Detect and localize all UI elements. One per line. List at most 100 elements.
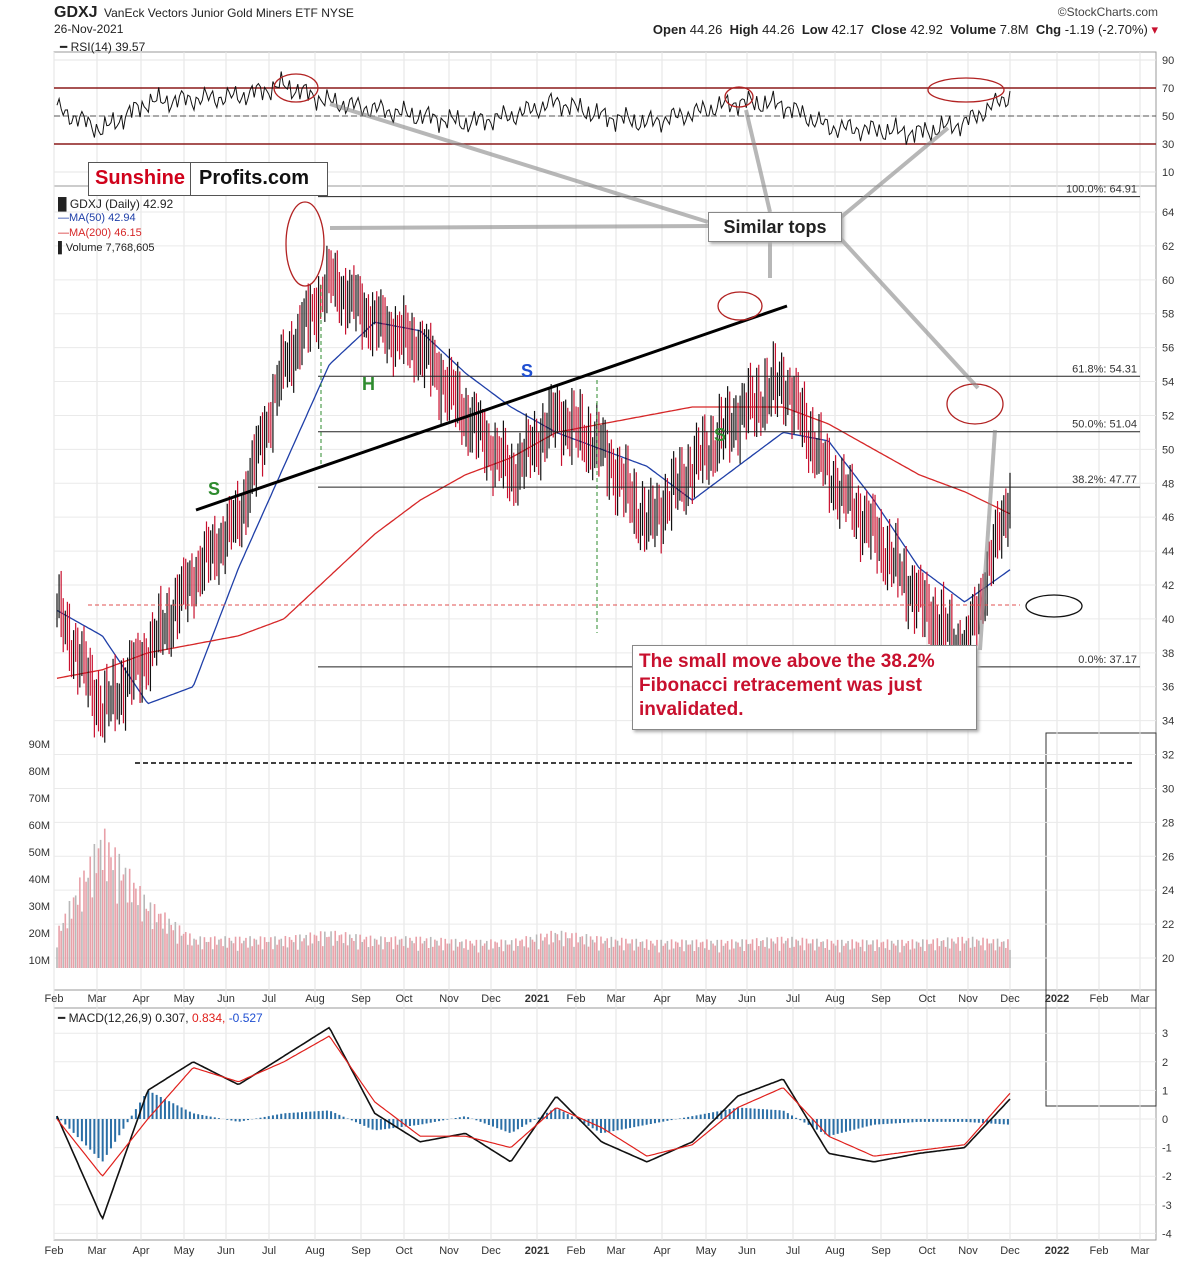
volume-tick-label: 80M — [29, 766, 50, 778]
neckline — [195, 304, 788, 512]
x-tick-label: Apr — [132, 993, 149, 1005]
sunshine-profits-logo: Sunshine Profits.com — [88, 162, 328, 196]
macd-legend-text: MACD(12,26,9) 0.307, — [68, 1011, 189, 1025]
highlight-ellipse — [946, 383, 1004, 425]
hs-left-shoulder-label: S — [208, 479, 221, 499]
volume-bars — [56, 828, 1011, 968]
x-tick-label: Aug — [305, 993, 325, 1005]
x-tick-label: May — [696, 993, 717, 1005]
x-tick-label: Jun — [738, 993, 756, 1005]
rsi-tick-label: 30 — [1162, 139, 1174, 151]
macd-tick-label: -2 — [1162, 1171, 1172, 1183]
exchange-name: NYSE — [321, 6, 354, 20]
fibonacci-callout: The small move above the 38.2% Fibonacci… — [632, 645, 977, 730]
volume-value: 7.8M — [999, 22, 1029, 37]
macd-histogram — [56, 1090, 1009, 1162]
hs-head-label: H — [362, 374, 375, 394]
pointer-arrow — [744, 109, 772, 213]
volume-tick-label: 10M — [29, 955, 50, 967]
price-tick-label: 56 — [1162, 343, 1174, 355]
volume-tick-label: 40M — [29, 874, 50, 886]
x-tick-label: Feb — [567, 993, 586, 1005]
pointer-arrow — [329, 102, 709, 224]
logo-divider — [190, 163, 191, 195]
price-tick-label: 46 — [1162, 512, 1174, 524]
x-tick-label: May — [696, 1245, 717, 1257]
price-tick-label: 44 — [1162, 546, 1174, 558]
series-lines — [56, 71, 1011, 1221]
price-tick-label: 32 — [1162, 750, 1174, 762]
volume-tick-label: 30M — [29, 901, 50, 913]
x-tick-label: Feb — [567, 1245, 586, 1257]
volume-legend-text: Volume 7,768,605 — [65, 242, 155, 254]
x-tick-label: Nov — [439, 1245, 459, 1257]
ma200-legend: —MA(200) 46.15 — [58, 227, 142, 239]
logo-profits: Profits.com — [199, 167, 310, 189]
x-tick-label: Dec — [481, 1245, 501, 1257]
x-tick-label: Apr — [132, 1245, 149, 1257]
price-tick-label: 60 — [1162, 275, 1174, 287]
x-tick-label: Feb — [1090, 993, 1109, 1005]
x-tick-label: Jul — [786, 1245, 800, 1257]
macd-hist-legend: -0.527 — [228, 1011, 263, 1025]
price-tick-label: 50 — [1162, 444, 1174, 456]
price-legend-text: GDXJ (Daily) 42.92 — [69, 197, 174, 211]
x-tick-label: 2022 — [1045, 993, 1069, 1005]
price-tick-label: 30 — [1162, 783, 1174, 795]
price-legend-symbol: █ GDXJ (Daily) 42.92 — [58, 197, 174, 211]
change-arrow-icon: ▾ — [1151, 22, 1158, 37]
volume-tick-label: 20M — [29, 928, 50, 940]
fib-level-label: 100.0%: 64.91 — [1066, 184, 1137, 196]
stockcharts-credit[interactable]: ©StockCharts.com — [1057, 5, 1158, 19]
x-tick-label: Mar — [607, 993, 626, 1005]
chart-header: GDXJ VanEck Vectors Junior Gold Miners E… — [0, 0, 1200, 40]
x-tick-label: Feb — [45, 1245, 64, 1257]
rsi-tick-label: 50 — [1162, 111, 1174, 123]
x-tick-label: 2022 — [1045, 1245, 1069, 1257]
x-tick-label: Jun — [217, 993, 235, 1005]
macd-signal-legend: 0.834, — [191, 1011, 226, 1025]
price-tick-label: 22 — [1162, 919, 1174, 931]
x-tick-label: Feb — [45, 993, 64, 1005]
x-tick-label: Sep — [871, 1245, 891, 1257]
x-tick-label: Dec — [1000, 993, 1020, 1005]
x-tick-label: Apr — [653, 1245, 670, 1257]
x-tick-label: Aug — [825, 993, 845, 1005]
x-tick-label: Mar — [1131, 1245, 1150, 1257]
x-tick-label: Dec — [1000, 1245, 1020, 1257]
macd-tick-label: -3 — [1162, 1200, 1172, 1212]
ticker-symbol: GDXJ — [54, 4, 98, 21]
x-tick-label: Jul — [262, 993, 276, 1005]
x-tick-label: Nov — [958, 993, 978, 1005]
x-tick-label: Mar — [88, 993, 107, 1005]
open-value: 44.26 — [689, 22, 723, 37]
rsi-tick-label: 70 — [1162, 83, 1174, 95]
macd-tick-label: -1 — [1162, 1143, 1172, 1155]
x-tick-label: Oct — [918, 1245, 935, 1257]
panel-frame — [53, 185, 1157, 991]
grid-lines — [53, 52, 1156, 1240]
hs-second-right-shoulder-label: S — [714, 425, 727, 445]
similar-tops-label: Similar tops — [708, 212, 842, 242]
change-value: -1.19 (-2.70%) — [1064, 22, 1148, 37]
price-tick-label: 58 — [1162, 309, 1174, 321]
price-tick-label: 54 — [1162, 377, 1174, 389]
rsi-legend-text: RSI(14) 39.57 — [70, 40, 146, 54]
logo-sunshine: Sunshine — [95, 167, 186, 189]
highlight-ellipse — [927, 77, 1005, 103]
x-tick-label: 2021 — [525, 993, 549, 1005]
x-tick-label: Sep — [871, 993, 891, 1005]
x-tick-label: Mar — [607, 1245, 626, 1257]
volume-tick-label: 90M — [29, 739, 50, 751]
price-tick-label: 40 — [1162, 614, 1174, 626]
fib-level-label: 61.8%: 54.31 — [1072, 363, 1137, 375]
price-bars — [56, 245, 1011, 743]
price-tick-label: 34 — [1162, 716, 1174, 728]
rsi-tick-label: 90 — [1162, 55, 1174, 67]
x-tick-label: May — [174, 1245, 195, 1257]
x-tick-label: Oct — [395, 1245, 412, 1257]
price-tick-label: 24 — [1162, 885, 1174, 897]
macd-line — [56, 1026, 1011, 1221]
x-tick-label: Nov — [958, 1245, 978, 1257]
price-tick-label: 38 — [1162, 648, 1174, 660]
